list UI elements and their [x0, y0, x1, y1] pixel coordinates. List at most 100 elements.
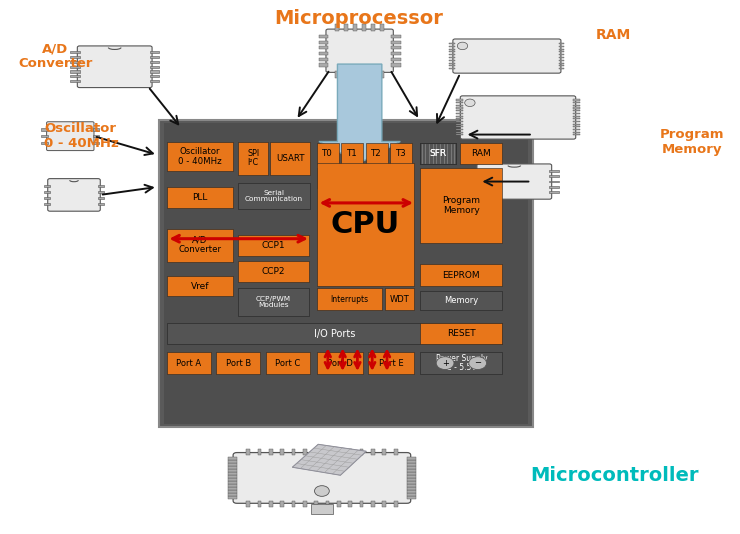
Bar: [246, 449, 250, 455]
Bar: [337, 449, 340, 455]
Bar: [70, 51, 80, 53]
Bar: [457, 118, 462, 120]
Bar: [449, 49, 455, 50]
Bar: [574, 118, 579, 120]
Text: EEPROM: EEPROM: [443, 271, 480, 279]
Bar: [41, 129, 48, 131]
Bar: [383, 449, 386, 455]
Bar: [335, 23, 340, 30]
Text: PLL: PLL: [192, 193, 207, 202]
FancyBboxPatch shape: [420, 291, 502, 310]
Polygon shape: [319, 64, 400, 163]
Text: RAM: RAM: [471, 149, 491, 158]
FancyBboxPatch shape: [78, 46, 152, 88]
Bar: [407, 460, 416, 462]
Bar: [391, 64, 401, 67]
Polygon shape: [292, 444, 366, 475]
FancyBboxPatch shape: [341, 143, 363, 164]
Bar: [559, 57, 565, 58]
Bar: [449, 43, 455, 44]
Bar: [318, 64, 329, 67]
Bar: [457, 126, 462, 128]
Bar: [150, 70, 159, 73]
Bar: [228, 481, 237, 484]
FancyBboxPatch shape: [317, 163, 414, 286]
Bar: [349, 501, 352, 507]
FancyBboxPatch shape: [390, 143, 412, 164]
Bar: [420, 143, 456, 164]
Bar: [44, 203, 50, 205]
Bar: [549, 186, 559, 188]
Text: WDT: WDT: [390, 295, 409, 303]
Bar: [228, 460, 237, 462]
Bar: [326, 501, 329, 507]
Bar: [407, 463, 416, 466]
FancyBboxPatch shape: [164, 123, 528, 424]
Bar: [391, 46, 401, 50]
Bar: [258, 449, 261, 455]
FancyBboxPatch shape: [460, 143, 502, 164]
Bar: [92, 142, 99, 144]
Bar: [470, 191, 480, 193]
Text: Memory: Memory: [444, 296, 479, 305]
FancyBboxPatch shape: [166, 352, 211, 374]
FancyBboxPatch shape: [159, 120, 533, 427]
Bar: [314, 449, 318, 455]
FancyBboxPatch shape: [420, 168, 502, 243]
Bar: [394, 501, 397, 507]
Text: +: +: [442, 359, 448, 367]
FancyBboxPatch shape: [420, 323, 502, 344]
FancyBboxPatch shape: [368, 352, 414, 374]
Text: T1: T1: [347, 149, 357, 158]
Bar: [228, 487, 237, 490]
Text: SFR: SFR: [429, 149, 447, 158]
Bar: [41, 142, 48, 144]
Bar: [228, 484, 237, 487]
Bar: [449, 57, 455, 58]
Bar: [574, 115, 579, 117]
Bar: [98, 191, 104, 193]
Bar: [371, 23, 375, 30]
Bar: [391, 35, 401, 38]
Text: I/O Ports: I/O Ports: [314, 329, 355, 339]
Text: A/D
Converter: A/D Converter: [18, 42, 92, 70]
Text: Power Supply
2 - 5.5V: Power Supply 2 - 5.5V: [436, 354, 487, 373]
Text: Program
Memory: Program Memory: [443, 196, 480, 215]
Bar: [371, 501, 375, 507]
Bar: [394, 449, 397, 455]
Bar: [574, 129, 579, 130]
Bar: [449, 68, 455, 69]
Text: Oscillator
0 - 40MHz: Oscillator 0 - 40MHz: [44, 122, 119, 150]
Bar: [228, 466, 237, 469]
Text: T2: T2: [371, 149, 382, 158]
Bar: [98, 203, 104, 205]
FancyBboxPatch shape: [317, 288, 382, 310]
Bar: [449, 60, 455, 61]
Bar: [574, 121, 579, 122]
Bar: [574, 113, 579, 114]
Bar: [407, 475, 416, 478]
Bar: [383, 501, 386, 507]
FancyBboxPatch shape: [238, 288, 309, 316]
Bar: [269, 449, 272, 455]
Text: CCP2: CCP2: [262, 267, 285, 276]
FancyBboxPatch shape: [166, 323, 502, 344]
Text: −: −: [474, 359, 481, 367]
Bar: [228, 457, 237, 460]
Bar: [380, 70, 384, 77]
Circle shape: [469, 357, 487, 370]
Bar: [258, 501, 261, 507]
FancyBboxPatch shape: [420, 143, 456, 164]
Bar: [559, 51, 565, 52]
Bar: [457, 99, 462, 101]
FancyBboxPatch shape: [326, 29, 394, 72]
Bar: [44, 185, 50, 187]
Bar: [150, 66, 159, 68]
Bar: [280, 449, 284, 455]
Circle shape: [457, 42, 468, 50]
Bar: [150, 61, 159, 63]
FancyBboxPatch shape: [166, 142, 233, 171]
Text: Oscillator
0 - 40MHz: Oscillator 0 - 40MHz: [178, 147, 221, 166]
Bar: [314, 501, 318, 507]
Text: USART: USART: [276, 154, 304, 162]
